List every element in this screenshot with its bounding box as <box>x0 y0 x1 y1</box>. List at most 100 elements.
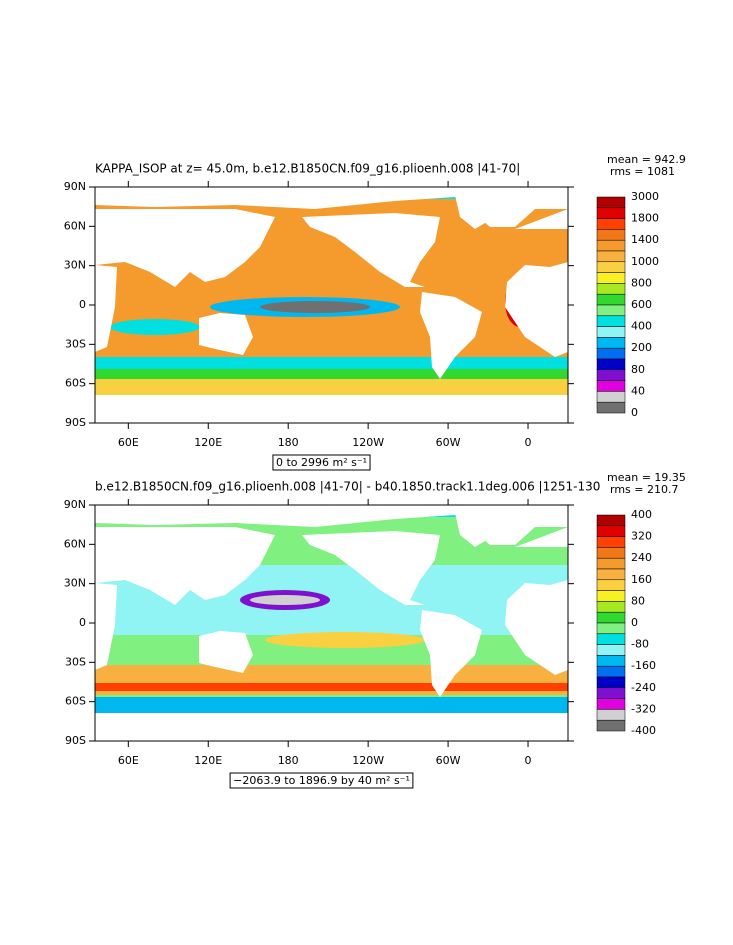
colorbar-box <box>596 239 626 252</box>
colorbar-box <box>596 568 626 581</box>
panel-title: KAPPA_ISOP at z= 45.0m, b.e12.B1850CN.f0… <box>95 162 520 176</box>
colorbar-label: -80 <box>631 638 649 651</box>
colorbar-label: 400 <box>631 508 652 521</box>
colorbar-box <box>596 601 626 613</box>
x-tick-label: 60W <box>436 436 461 449</box>
colorbar-box <box>596 337 626 349</box>
colorbar-box <box>596 380 626 392</box>
colorbar-label: 1400 <box>631 233 659 246</box>
colorbar-label: 320 <box>631 530 652 543</box>
colorbar-box <box>596 272 626 284</box>
ocean-field <box>95 683 568 691</box>
y-tick-label: 0 <box>79 616 86 629</box>
x-tick-label: 120W <box>352 436 384 449</box>
y-tick-label: 0 <box>79 298 86 311</box>
range-label: 0 to 2996 m² s⁻¹ <box>276 456 367 469</box>
y-tick-label: 60S <box>65 377 86 390</box>
colorbar-label: 160 <box>631 573 652 586</box>
rms-label: rms = 1081 <box>610 165 675 178</box>
colorbar-label: -400 <box>631 724 656 737</box>
colorbar-label: -320 <box>631 702 656 715</box>
colorbar-label: 1000 <box>631 255 659 268</box>
colorbar-box <box>596 401 626 414</box>
colorbar-box <box>596 514 626 527</box>
colorbar-label: 40 <box>631 384 645 397</box>
map-panel-1 <box>95 187 568 423</box>
x-tick-label: 0 <box>525 436 532 449</box>
colorbar-box <box>596 229 626 241</box>
colorbar-box <box>596 611 626 624</box>
colorbar-box <box>596 196 626 209</box>
colorbar-label: 400 <box>631 320 652 333</box>
range-label: −2063.9 to 1896.9 by 40 m² s⁻¹ <box>233 774 410 787</box>
colorbar-label: 0 <box>631 406 638 419</box>
x-tick-label: 60E <box>118 754 139 767</box>
y-tick-label: 90N <box>64 180 86 193</box>
ocean-field <box>95 369 568 379</box>
colorbar-box <box>596 250 626 263</box>
colorbar-box <box>596 315 626 327</box>
colorbar-box <box>596 709 626 721</box>
y-tick-label: 60S <box>65 695 86 708</box>
colorbar-box <box>596 644 626 656</box>
ocean-field <box>95 697 568 713</box>
range-box <box>272 454 371 471</box>
colorbar-box <box>596 536 626 548</box>
colorbar-box <box>596 207 626 219</box>
y-tick-label: 30S <box>65 337 86 350</box>
colorbar-label: 240 <box>631 551 652 564</box>
mean-label: mean = 19.35 <box>607 471 686 484</box>
colorbar-box <box>596 622 626 635</box>
y-tick-label: 30N <box>64 577 86 590</box>
colorbar-label: 1800 <box>631 212 659 225</box>
x-tick-label: 60W <box>436 754 461 767</box>
y-tick-label: 30N <box>64 259 86 272</box>
colorbar-label: 0 <box>631 616 638 629</box>
colorbar-label: 600 <box>631 298 652 311</box>
colorbar-box <box>596 293 626 306</box>
colorbar-box <box>596 579 626 591</box>
colorbar-box <box>596 687 626 699</box>
colorbar-label: 3000 <box>631 190 659 203</box>
x-tick-label: 120E <box>194 754 222 767</box>
x-tick-label: 180 <box>278 754 299 767</box>
colorbar-box <box>596 283 626 295</box>
colorbar-box <box>596 719 626 732</box>
y-tick-label: 90S <box>65 734 86 747</box>
x-tick-label: 120W <box>352 754 384 767</box>
colorbar-box <box>596 326 626 338</box>
map-panel-2 <box>95 505 568 741</box>
colorbar-label: 80 <box>631 594 645 607</box>
colorbar-box <box>596 391 626 403</box>
colorbar-box <box>596 347 626 360</box>
x-tick-label: 180 <box>278 436 299 449</box>
colorbar-box <box>596 369 626 381</box>
colorbar-box <box>596 304 626 317</box>
colorbar-label: -240 <box>631 681 656 694</box>
ocean-field <box>250 595 320 605</box>
colorbar-box <box>596 557 626 570</box>
range-box <box>229 772 414 789</box>
colorbar-label: 200 <box>631 341 652 354</box>
colorbar-box <box>596 633 626 645</box>
colorbar-box <box>596 676 626 689</box>
y-tick-label: 60N <box>64 537 86 550</box>
colorbar-box <box>596 525 626 537</box>
colorbar-label: 80 <box>631 363 645 376</box>
rms-label: rms = 210.7 <box>610 483 678 496</box>
x-tick-label: 120E <box>194 436 222 449</box>
y-tick-label: 90N <box>64 498 86 511</box>
colorbar-box <box>596 590 626 602</box>
colorbar-box <box>596 698 626 710</box>
y-tick-label: 30S <box>65 655 86 668</box>
colorbar-box <box>596 261 626 273</box>
colorbar-label: 800 <box>631 276 652 289</box>
colorbar-box <box>596 655 626 667</box>
mean-label: mean = 942.9 <box>607 153 686 166</box>
ocean-field <box>95 379 568 397</box>
x-tick-label: 60E <box>118 436 139 449</box>
x-tick-label: 0 <box>525 754 532 767</box>
ocean-field <box>265 632 425 648</box>
colorbar-box <box>596 665 626 678</box>
